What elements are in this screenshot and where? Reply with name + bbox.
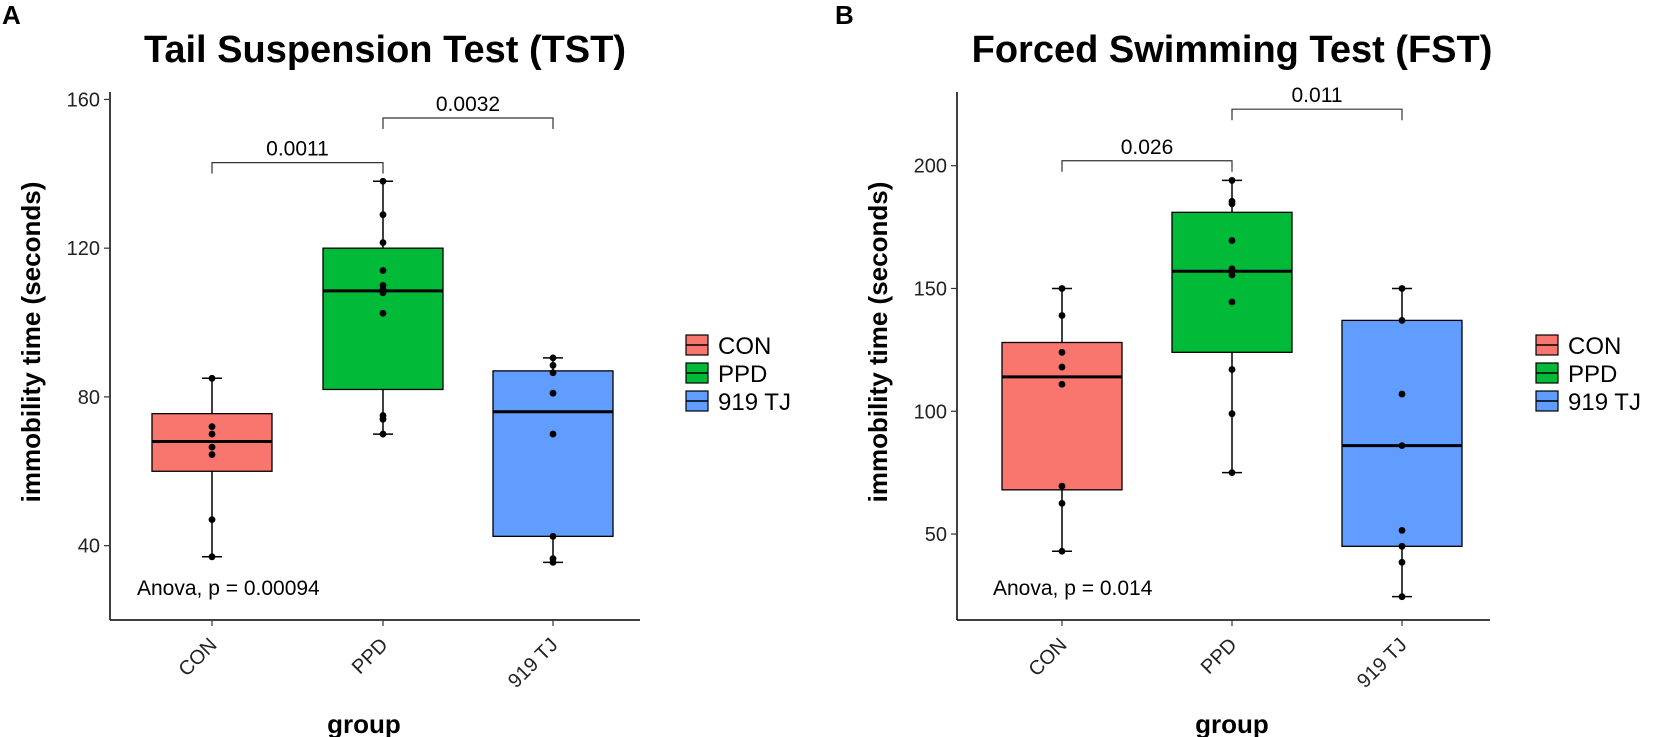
panel-a-box-919-tj xyxy=(492,370,614,537)
panel-b-x-tick-label: 919 TJ xyxy=(1353,634,1412,693)
panel-b-data-point xyxy=(1398,526,1406,534)
panel-a-data-point xyxy=(549,555,557,563)
panel-a-data-point xyxy=(208,451,216,458)
panel-a-legend-label: CON xyxy=(718,333,771,360)
panel-a-data-point xyxy=(379,177,387,185)
panel-a-plot: 40 80 120 160 CON PPD 919 TJ 0.0011 0.0032 xyxy=(67,89,640,693)
panel-b-comparison-bracket xyxy=(1231,108,1403,121)
panel-b-data-point xyxy=(1228,197,1236,205)
panel-b-y-axis-title: immobility time (seconds) xyxy=(863,182,893,503)
panel-a-x-axis-title: group xyxy=(327,709,401,737)
panel-b-data-point xyxy=(1398,593,1406,601)
panel-b-data-point xyxy=(1058,380,1066,388)
panel-a-data-point xyxy=(208,374,216,382)
panel-b-data-point xyxy=(1228,177,1236,184)
panel-b-data-point xyxy=(1228,366,1236,373)
panel-a-data-point xyxy=(549,369,557,377)
panel-b-comparison-p-value: 0.026 xyxy=(1121,136,1174,159)
panel-a-data-point xyxy=(549,389,557,397)
panel-a-data-point xyxy=(208,423,216,431)
panel-a-x-tick-label: 919 TJ xyxy=(504,634,563,693)
panel-b-data-point xyxy=(1398,390,1406,398)
panel-a-data-point xyxy=(208,443,216,451)
panel-b-data-point xyxy=(1058,348,1066,356)
panel-b-data-point xyxy=(1228,237,1236,244)
panel-b-box-919-tj xyxy=(1341,319,1463,547)
panel-b-legend-label: CON xyxy=(1568,333,1621,360)
panel-a-data-point xyxy=(379,412,387,419)
panel-b-anova-annotation: Anova, p = 0.014 xyxy=(993,577,1153,600)
panel-b-x-tick-label: CON xyxy=(1025,634,1072,681)
panel-a-letter: A xyxy=(2,0,21,30)
panel-b-data-point xyxy=(1228,410,1236,418)
panel-a-y-tick-label: 160 xyxy=(67,89,100,111)
panel-a-data-point xyxy=(379,267,387,274)
panel-b-data-point xyxy=(1058,482,1066,490)
panel-a-data-point xyxy=(379,309,387,317)
panel-a-y-axis-title: immobility time (seconds) xyxy=(16,182,46,503)
panel-a-data-point xyxy=(549,430,557,438)
panel-b-data-point xyxy=(1058,547,1066,555)
panel-a-y-tick-label: 120 xyxy=(67,238,100,260)
panel-a-comparison-p-value: 0.0032 xyxy=(436,93,500,116)
panel-a-data-point xyxy=(379,430,387,438)
panel-b-y-tick-label: 150 xyxy=(914,278,947,300)
panel-b-data-point xyxy=(1398,542,1406,550)
panel-a-legend-label: 919 TJ xyxy=(718,389,791,416)
panel-a-data-point xyxy=(549,532,557,540)
panel-b-data-point xyxy=(1058,285,1066,292)
panel-b-data-point xyxy=(1228,469,1236,477)
panel-b-plot: 50 100 150 200 CON PPD 919 TJ 0.026 0.011 xyxy=(914,84,1490,693)
panel-b-x-tick-label: PPD xyxy=(1197,634,1242,679)
panel-b-data-point xyxy=(1398,285,1406,292)
panel-a-data-point xyxy=(379,239,387,246)
panel-a-data-point xyxy=(208,516,216,524)
panel-a-title: Tail Suspension Test (TST) xyxy=(144,29,626,71)
panel-a-comparison-bracket xyxy=(211,162,384,174)
panel-a-anova-annotation: Anova, p = 0.00094 xyxy=(137,577,320,600)
panel-a-y-tick-label: 40 xyxy=(78,536,100,558)
panel-a-y-tick-label: 80 xyxy=(78,387,100,409)
panel-a-x-tick-label: PPD xyxy=(348,634,393,679)
panel-b-x-axis-title: group xyxy=(1195,709,1269,737)
panel-b-y-tick-label: 100 xyxy=(914,401,947,423)
panel-b-data-point xyxy=(1398,442,1406,450)
panel-b-title: Forced Swimming Test (FST) xyxy=(972,29,1493,71)
panel-a-data-point xyxy=(379,211,387,219)
panel-b-y-tick-label: 200 xyxy=(914,156,947,178)
panel-b-data-point xyxy=(1058,499,1066,507)
panel-a-data-point xyxy=(208,553,216,561)
panel-b-data-point xyxy=(1398,558,1406,566)
panel-b-legend-label: PPD xyxy=(1568,361,1617,388)
panel-b-data-point xyxy=(1398,316,1406,324)
panel-a-data-point xyxy=(379,281,387,289)
panel-a-comparison-bracket xyxy=(382,117,554,130)
panel-a-legend-label: PPD xyxy=(718,361,767,388)
panel-a-x-tick-label: CON xyxy=(175,634,222,681)
panel-b-y-tick-label: 50 xyxy=(925,524,947,546)
panel-b-data-point xyxy=(1228,271,1236,279)
panel-a-comparison-p-value: 0.0011 xyxy=(266,138,329,161)
panel-b-data-point xyxy=(1058,363,1066,371)
panel-b-box-ppd xyxy=(1171,211,1293,353)
panel-b-legend-label: 919 TJ xyxy=(1568,389,1641,416)
panel-b-data-point xyxy=(1228,265,1236,273)
panel-b-comparison-p-value: 0.011 xyxy=(1292,84,1343,107)
panel-b-data-point xyxy=(1058,312,1066,319)
panel-a-data-point xyxy=(549,354,557,362)
panel-a-data-point xyxy=(549,361,557,369)
panel-b-comparison-bracket xyxy=(1061,160,1233,172)
panel-b-letter: B xyxy=(835,0,854,30)
panel-a-data-point xyxy=(208,430,216,438)
panel-b-data-point xyxy=(1228,298,1236,306)
